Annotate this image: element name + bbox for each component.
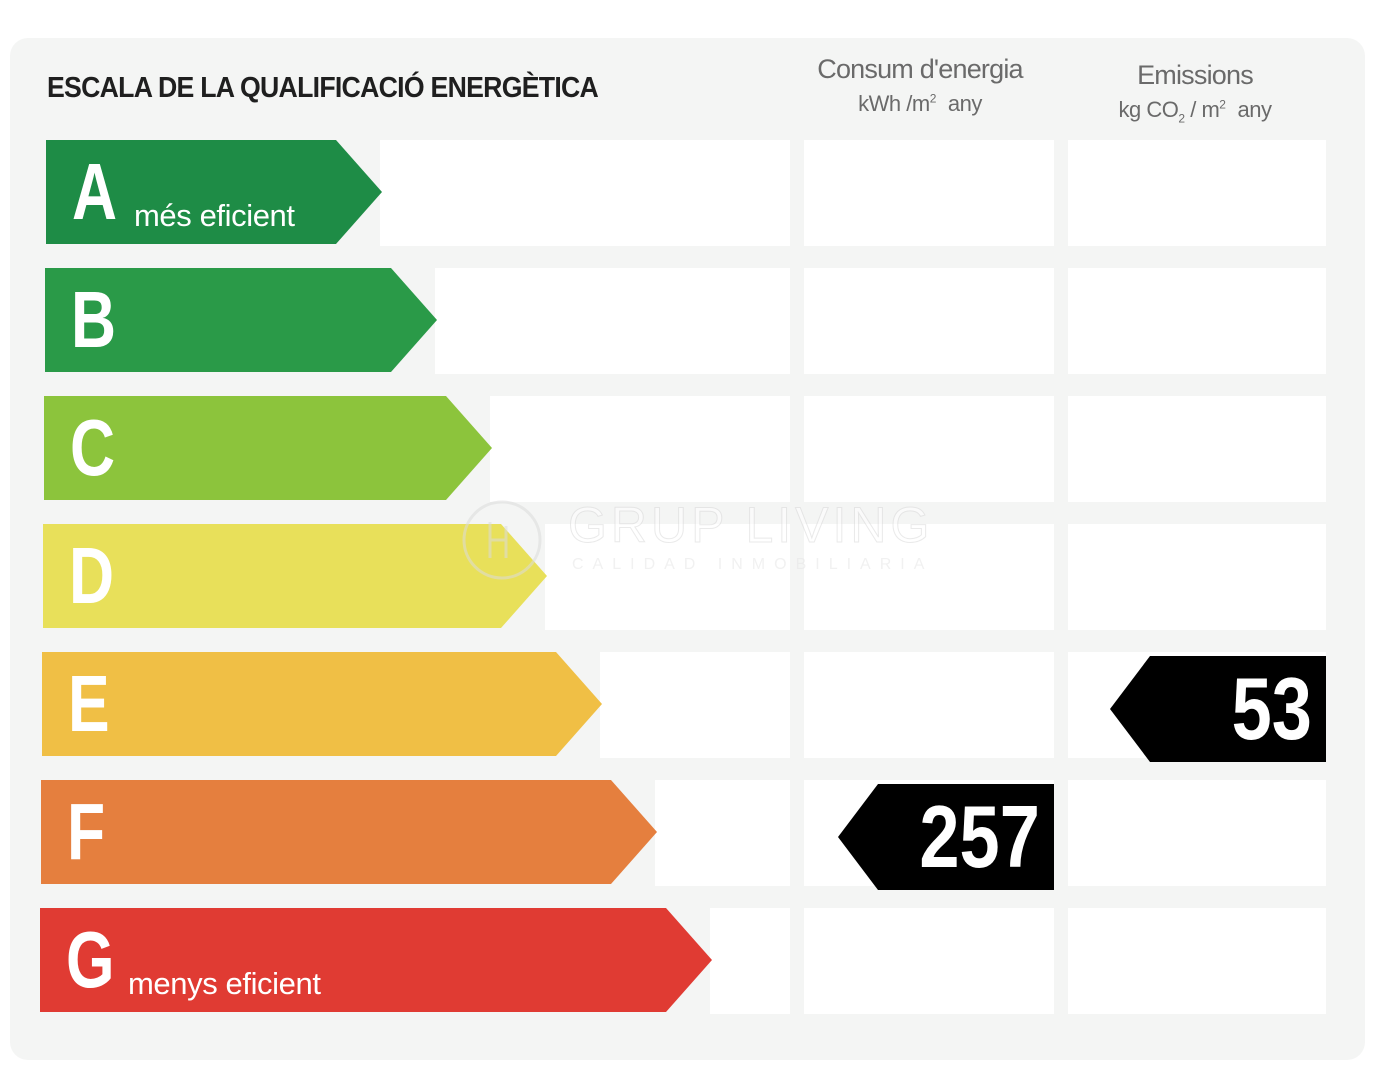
emissions-column-label: Emissions — [1137, 60, 1254, 90]
band-arrow-f — [41, 780, 657, 884]
emissions-rating-value: 53 — [1231, 659, 1312, 758]
energy-value-cell-b — [804, 268, 1054, 374]
band-c: C — [44, 396, 492, 500]
energy-rating-indicator: 257 — [838, 784, 1054, 890]
band-letter: E — [68, 659, 110, 748]
band-b: B — [45, 268, 437, 372]
band-arrow-g — [40, 908, 712, 1012]
band-e: E — [42, 652, 602, 756]
energy-column-header: Consum d'energia kWh /m2 any — [800, 54, 1040, 117]
band-arrow-d — [43, 524, 547, 628]
energy-value-cell-c — [804, 396, 1054, 502]
band-subtitle: menys eficient — [128, 966, 321, 1001]
emissions-column-header: Emissions kg CO2 / m2 any — [1070, 60, 1320, 125]
energy-cell-a — [380, 140, 790, 246]
energy-value-cell-e — [804, 652, 1054, 758]
emissions-value-cell-b — [1068, 268, 1326, 374]
band-letter: C — [70, 403, 116, 492]
energy-value-cell-g — [804, 908, 1054, 1014]
energy-cell-f — [655, 780, 790, 886]
watermark: GRUP LIVING CALIDAD INMOBILIARIA — [460, 496, 930, 586]
emissions-rating-indicator: 53 — [1110, 656, 1326, 762]
band-arrow-b — [45, 268, 437, 372]
band-arrow-a — [46, 140, 382, 244]
energy-value-cell-a — [804, 140, 1054, 246]
emissions-value-cell-d — [1068, 524, 1326, 630]
band-d: D — [43, 524, 547, 628]
band-subtitle: més eficient — [134, 198, 295, 233]
band-arrow-e — [42, 652, 602, 756]
watermark-logo-icon — [462, 500, 542, 580]
energy-cell-b — [435, 268, 790, 374]
emissions-value-cell-g — [1068, 908, 1326, 1014]
energy-cell-c — [490, 396, 790, 502]
emissions-value-cell-c — [1068, 396, 1326, 502]
band-letter: D — [69, 531, 115, 620]
emissions-indicator-shape — [1110, 656, 1326, 762]
band-f: F — [41, 780, 657, 884]
energy-cell-g — [710, 908, 790, 1014]
energy-indicator-shape — [838, 784, 1054, 890]
emissions-value-cell-a — [1068, 140, 1326, 246]
band-letter: A — [72, 147, 118, 236]
energy-cell-e — [600, 652, 790, 758]
band-letter: F — [67, 787, 106, 876]
label-title: ESCALA DE LA QUALIFICACIÓ ENERGÈTICA — [47, 72, 599, 104]
watermark-name: GRUP LIVING — [567, 497, 934, 554]
energy-cell-d — [545, 524, 790, 630]
energy-column-unit: kWh /m2 any — [858, 91, 982, 116]
band-letter: B — [71, 275, 117, 364]
emissions-column-unit: kg CO2 / m2 any — [1118, 97, 1272, 126]
energy-column-label: Consum d'energia — [817, 54, 1023, 84]
watermark-tagline: CALIDAD INMOBILIARIA — [572, 556, 934, 573]
energy-value-cell-d — [804, 524, 1054, 630]
band-arrow-c — [44, 396, 492, 500]
emissions-value-cell-f — [1068, 780, 1326, 886]
band-letter: G — [66, 915, 115, 1004]
energy-rating-value: 257 — [919, 787, 1040, 886]
